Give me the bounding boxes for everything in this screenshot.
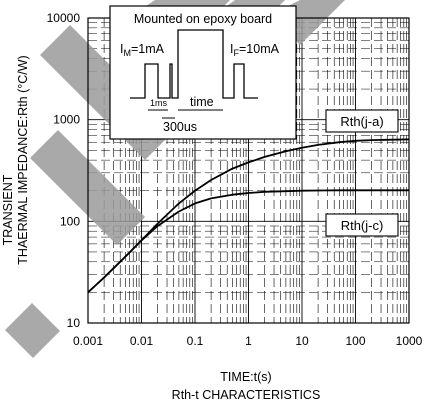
y-tick-label: 1000 xyxy=(53,113,80,127)
y-axis-label-line2: THAERMAL IMPEDANCE:Rth (°C/W) xyxy=(16,55,30,264)
x-tick-label: 1000 xyxy=(396,334,423,348)
label-text-rth-jc: Rth(j-c) xyxy=(341,218,384,233)
label-box-rth-jc xyxy=(325,213,399,237)
y-axis-label-line1: TRANSIENT xyxy=(1,174,15,245)
y-tick-label: 10 xyxy=(67,316,81,330)
inset-box xyxy=(109,5,297,140)
label-box-rth-ja xyxy=(325,109,399,133)
label-rth-jc: Rth(j-c) xyxy=(325,213,399,237)
pulse-waveform xyxy=(130,29,258,99)
x-tick-label: 0.1 xyxy=(187,334,204,348)
x-tick-label: 0.01 xyxy=(130,334,154,348)
series-line-rth-jc xyxy=(87,189,409,294)
x-tick-label: 0.001 xyxy=(73,334,103,348)
inset-diagram: Mounted on epoxy board IM=1mA IF=10mA 1m… xyxy=(109,5,297,140)
x-axis-label: TIME:t(s) xyxy=(220,370,271,384)
im-label: IM=1mA xyxy=(120,42,165,58)
label-text-rth-ja: Rth(j-a) xyxy=(340,114,383,129)
y-tick-label: 100 xyxy=(60,214,80,228)
series-layer xyxy=(87,138,410,294)
y-tick-label: 10000 xyxy=(47,11,81,25)
label-rth-ja: Rth(j-a) xyxy=(325,109,399,133)
if-label: IF=10mA xyxy=(230,42,280,58)
pulse-time-label: time xyxy=(190,95,214,109)
pulse-300us-label: 300us xyxy=(163,120,197,134)
pulse-1ms-label: 1ms xyxy=(150,98,168,108)
tick-labels: 0.001 0.01 0.1 1 10 100 1000 10 100 1000 10000 xyxy=(47,11,423,348)
x-tick-label: 10 xyxy=(295,334,309,348)
x-tick-label: 100 xyxy=(345,334,365,348)
watermark-stripe xyxy=(5,303,60,358)
chart-subtitle: Rth-t CHARACTERISTICS xyxy=(172,388,321,402)
inset-title: Mounted on epoxy board xyxy=(134,12,272,26)
x-tick-label: 1 xyxy=(245,334,252,348)
